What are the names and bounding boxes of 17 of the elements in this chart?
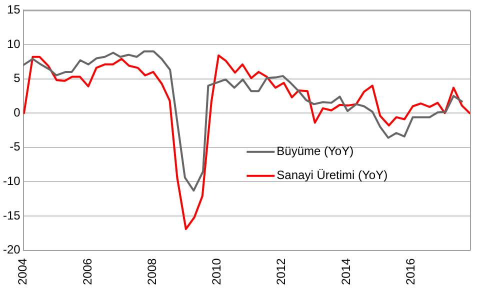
x-tick-label: 2016 [403, 258, 418, 286]
x-tick-label: 2006 [80, 258, 94, 286]
y-tick-label: -5 [10, 140, 21, 154]
x-tick-label: 2012 [274, 258, 288, 286]
y-tick-label: -10 [3, 174, 21, 188]
x-tick-label: 2008 [144, 258, 159, 286]
x-tick-label: 2014 [338, 258, 353, 286]
legend-label: Büyüme (YoY) [276, 144, 354, 158]
x-tick-label: 2010 [210, 258, 224, 286]
y-tick-label: 5 [14, 71, 21, 86]
y-tick-label: 0 [14, 105, 21, 120]
y-tick-label: 15 [6, 2, 21, 17]
legend-label: Sanayi Üretimi (YoY) [276, 168, 388, 182]
y-tick-label: -15 [3, 208, 21, 222]
y-tick-label: -20 [3, 242, 21, 257]
y-tick-label: 10 [6, 36, 21, 51]
x-tick-label: 2004 [16, 258, 30, 286]
